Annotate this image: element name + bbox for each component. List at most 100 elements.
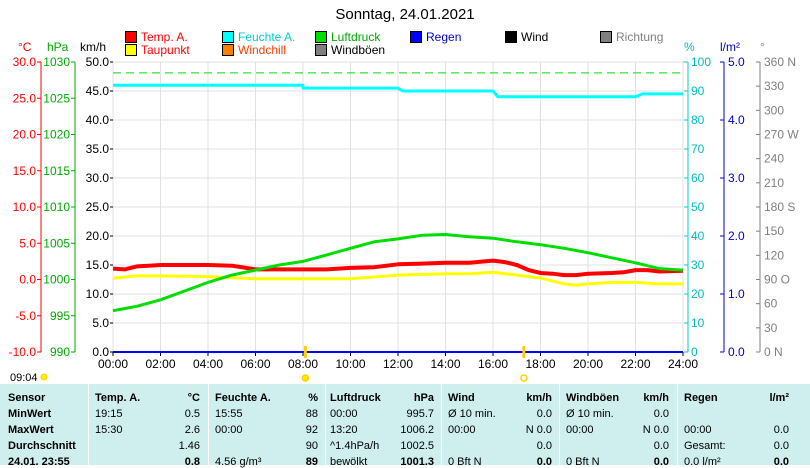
series-line-1 — [112, 270, 683, 287]
rain-tick-label: 0.0 — [728, 345, 745, 359]
wind-tick-label: 0.0 — [92, 345, 109, 359]
cell-label-pressure: bewölkt — [330, 456, 368, 468]
cell-label-temp: 19:15 — [95, 408, 123, 420]
cell-value-humidity: 92 — [305, 424, 318, 436]
rain-tick-label: 2.0 — [728, 229, 745, 243]
column-separator — [677, 384, 678, 465]
cell-label-wind: Ø 10 min. — [448, 408, 496, 420]
legend-item-5: Windböen — [315, 44, 385, 56]
x-tick-label: 12:00 — [383, 357, 413, 371]
summary-table: Sensor MinWert MaxWert Durchschnitt 24.01. 2… — [0, 384, 810, 468]
row-label: MaxWert — [8, 424, 54, 436]
cell-label-rain: Gesamt: — [684, 440, 726, 452]
wind-tick-label: 45.0 — [86, 84, 110, 98]
cell-label-rain: 0.0 l/m² — [684, 456, 721, 468]
cell-value-wind: 0.0 — [536, 456, 552, 468]
pressure-tick-label: 990 — [50, 345, 70, 359]
legend-label: Feuchte A. — [238, 30, 296, 44]
x-tick-label: 02:00 — [145, 357, 175, 371]
rain-tick-label: 1.0 — [728, 287, 745, 301]
x-tick-label: 18:00 — [525, 357, 555, 371]
temp-tick-label: 15.0 — [13, 164, 37, 178]
cell-value-pressure: 995.7 — [406, 408, 434, 420]
temp-tick-label: 30.0 — [13, 55, 37, 69]
legend-label: Luftdruck — [331, 30, 381, 44]
cell-value-gust: 0.0 — [653, 408, 669, 420]
col-unit-wind: km/h — [526, 392, 552, 404]
pressure-tick-label: 1000 — [43, 273, 70, 287]
wind-tick-label: 30.0 — [86, 171, 110, 185]
cell-value-humidity: 90 — [305, 440, 318, 452]
series-line-2 — [113, 83, 683, 99]
cell-value-humidity: 88 — [305, 408, 318, 420]
wind-tick-label: 10.0 — [86, 287, 110, 301]
temp-tick-label: 20.0 — [13, 128, 37, 142]
temp-tick-label: 25.0 — [13, 91, 37, 105]
pressure-tick-label: 1010 — [43, 200, 70, 214]
series-line-0 — [112, 258, 684, 278]
x-tick-label: 00:00 — [98, 357, 128, 371]
cell-label-gust: 0 Bft N — [566, 456, 600, 468]
cell-value-gust: N 0.0 — [642, 424, 669, 436]
legend-item-6: Regen — [410, 31, 461, 43]
col-header-wind: Wind — [448, 392, 475, 404]
direction-tick-label: 300 — [764, 103, 784, 117]
cell-value-wind: 0.0 — [536, 440, 552, 452]
humidity-tick-label: 0 — [691, 345, 698, 359]
col-unit-temp: °C — [187, 392, 200, 404]
legend-item-0: Temp. A. — [125, 31, 188, 43]
row-label: Durchschnitt — [8, 440, 76, 452]
cell-value-temp: 0.5 — [184, 408, 200, 420]
pressure-tick-label: 1015 — [43, 164, 70, 178]
col-unit-gust: km/h — [643, 392, 669, 404]
cell-label-wind: 00:00 — [448, 424, 476, 436]
pressure-tick-label: 1025 — [43, 91, 70, 105]
column-separator — [88, 384, 89, 465]
rain-tick-label: 4.0 — [728, 113, 745, 127]
wind-tick-label: 25.0 — [86, 200, 110, 214]
col-header-temp: Temp. A. — [95, 392, 141, 404]
sun-dot-icon — [40, 373, 48, 381]
direction-tick-label: 240 — [764, 152, 784, 166]
temp-tick-label: 5.0 — [19, 236, 36, 250]
row-label: Sensor — [8, 392, 46, 404]
legend-item-8: Richtung — [600, 31, 663, 43]
cell-label-pressure: 13:20 — [330, 424, 358, 436]
legend-swatch — [222, 31, 234, 43]
x-tick-label: 20:00 — [573, 357, 603, 371]
x-tick-label: 16:00 — [478, 357, 508, 371]
cell-value-pressure: 1001.3 — [400, 456, 434, 468]
direction-tick-label: 180 S — [764, 200, 795, 214]
wind-axis-unit: km/h — [80, 40, 107, 54]
pressure-tick-label: 1005 — [43, 236, 70, 250]
direction-tick-label: 330 — [764, 79, 784, 93]
cell-label-temp: 15:30 — [95, 424, 123, 436]
column-separator — [325, 384, 326, 465]
humidity-tick-label: 90 — [691, 84, 705, 98]
legend-label: Windböen — [331, 43, 386, 57]
legend-item-1: Taupunkt — [125, 44, 190, 56]
legend-swatch — [410, 31, 422, 43]
row-label: MinWert — [8, 408, 52, 420]
current-time: 09:04 — [10, 372, 38, 384]
x-tick-label: 08:00 — [288, 357, 318, 371]
rain-tick-label: 5.0 — [728, 55, 745, 69]
pressure-tick-label: 1030 — [43, 55, 70, 69]
wind-tick-label: 20.0 — [86, 229, 110, 243]
legend-label: Richtung — [616, 30, 664, 44]
cell-label-humidity: 00:00 — [215, 424, 243, 436]
direction-tick-label: 90 O — [764, 273, 790, 287]
cell-value-humidity: 89 — [305, 456, 318, 468]
legend-item-3: Windchill — [222, 44, 286, 56]
direction-tick-label: 360 N — [764, 55, 796, 69]
cell-value-rain: 0.0 — [773, 424, 789, 436]
col-unit-rain: l/m² — [769, 392, 789, 404]
legend-swatch — [222, 44, 234, 56]
temp-tick-label: 10.0 — [13, 200, 37, 214]
rain-axis-unit: l/m² — [720, 40, 740, 54]
legend-label: Regen — [426, 30, 462, 44]
chart-title: Sonntag, 24.01.2021 — [335, 6, 475, 23]
humidity-tick-label: 20 — [691, 287, 705, 301]
cell-value-rain: 0.0 — [773, 456, 789, 468]
direction-tick-label: 30 — [764, 321, 778, 335]
